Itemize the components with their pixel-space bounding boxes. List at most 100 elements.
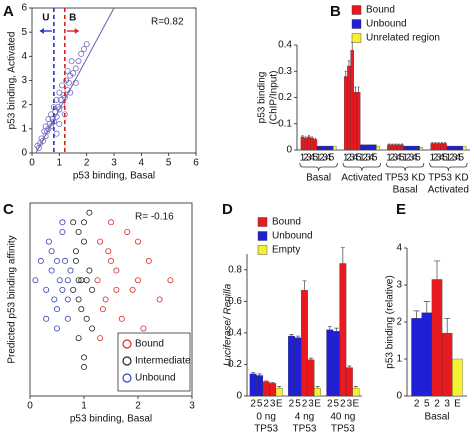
- data-point: [89, 325, 96, 332]
- bar-tick-label: 5: [415, 153, 421, 164]
- data-point: [62, 257, 69, 264]
- error-bar: [289, 334, 294, 337]
- error-bar: [354, 86, 357, 93]
- bar-tick-label: 2: [449, 153, 455, 164]
- bar-tick-label: 4: [455, 153, 461, 164]
- bar: [301, 290, 308, 397]
- bar: [456, 145, 460, 151]
- bar-tick-label: 5: [458, 153, 464, 164]
- bar-tick-label: 5: [329, 153, 335, 164]
- error-bar: [397, 143, 400, 145]
- bar-tick-label: 2: [303, 153, 309, 164]
- data-point: [81, 364, 88, 371]
- legend-marker: [122, 339, 132, 349]
- bar-tick-label: 2: [327, 399, 333, 410]
- bar-tick-label: 5: [399, 153, 405, 164]
- bar: [347, 65, 351, 151]
- error-bar: [351, 42, 354, 51]
- legend-label: Bound: [366, 5, 395, 16]
- data-point: [54, 306, 61, 313]
- y-axis-label: Predicted p53 binding affinity: [7, 235, 18, 363]
- bar: [288, 335, 295, 397]
- bar: [387, 144, 391, 151]
- category-label: TP53 KD: [428, 173, 469, 184]
- bar: [449, 145, 454, 151]
- category-label: Activated: [428, 185, 469, 196]
- bar: [329, 145, 334, 151]
- error-bar: [348, 60, 350, 66]
- x-tick-label: 6: [193, 158, 199, 169]
- legend-label: Empty: [272, 245, 300, 256]
- bar-tick-label: 2: [414, 399, 420, 410]
- legend-label: Unbound: [135, 373, 176, 384]
- data-point: [68, 58, 75, 65]
- y-axis-label: p53 binding, Activated: [7, 32, 18, 130]
- data-point: [83, 41, 90, 48]
- data-point: [97, 238, 104, 245]
- bar-tick-label: 1: [316, 153, 322, 164]
- bar: [323, 145, 327, 151]
- error-bar: [423, 301, 430, 313]
- y-axis-label: (ChIP/Input): [269, 71, 280, 125]
- bar-tick-label: 4: [439, 153, 445, 164]
- data-point: [167, 277, 174, 284]
- y-tick-label: 0.8: [228, 264, 242, 275]
- bar: [294, 337, 302, 397]
- legend-label: Intermediate: [135, 356, 191, 367]
- bar: [430, 143, 435, 151]
- bar-tick-label: 3: [308, 399, 314, 410]
- data-point: [75, 58, 82, 65]
- bar-tick-label: 2: [406, 153, 412, 164]
- bar-tick-label: 3: [306, 153, 312, 164]
- category-label: Basal: [393, 185, 418, 196]
- panel-letter: E: [396, 201, 406, 218]
- error-bar: [270, 382, 275, 384]
- x-tick-label: 1: [57, 158, 63, 169]
- data-point: [113, 286, 120, 293]
- bar-tick-label: 5: [372, 153, 378, 164]
- bar: [363, 144, 367, 151]
- bar-tick-label: 2: [340, 399, 346, 410]
- error-bar: [257, 373, 262, 376]
- bar: [452, 358, 463, 397]
- bar: [400, 144, 404, 151]
- bar-tick-label: 2: [389, 153, 395, 164]
- bar: [269, 383, 277, 397]
- legend-swatch: [351, 19, 362, 29]
- y-axis-label: p53 binding (relative): [385, 275, 396, 368]
- y-tick-label: 0: [236, 391, 242, 402]
- legend-marker: [122, 356, 132, 366]
- y-axis-label: p53 binding: [257, 72, 268, 124]
- legend-swatch: [351, 5, 362, 15]
- data-point: [43, 315, 50, 322]
- data-point: [65, 79, 72, 86]
- x-tick-label: 0: [29, 158, 35, 169]
- bar-tick-label: 3: [322, 153, 328, 164]
- data-point: [134, 277, 141, 284]
- data-point: [86, 267, 93, 274]
- bar: [462, 145, 467, 151]
- bar-tick-label: 4: [369, 153, 375, 164]
- bar-tick-label: 5: [313, 153, 319, 164]
- bar-tick-label: E: [276, 399, 283, 410]
- data-point: [75, 228, 82, 235]
- data-point: [75, 277, 82, 284]
- data-point: [64, 277, 71, 284]
- data-point: [53, 130, 60, 137]
- data-point: [59, 228, 66, 235]
- bar: [446, 145, 451, 151]
- bar: [275, 387, 283, 397]
- error-bar: [431, 142, 434, 144]
- bar-tick-label: 5: [424, 399, 430, 410]
- bar-tick-label: 4: [309, 153, 315, 164]
- data-point: [56, 121, 63, 128]
- panel-letter: D: [222, 201, 233, 218]
- error-bar: [437, 142, 440, 144]
- data-point: [140, 325, 147, 332]
- bar-tick-label: E: [314, 399, 321, 410]
- error-bar: [334, 327, 339, 332]
- bar: [300, 136, 305, 151]
- data-point: [64, 296, 71, 303]
- bar-tick-label: 2: [433, 153, 439, 164]
